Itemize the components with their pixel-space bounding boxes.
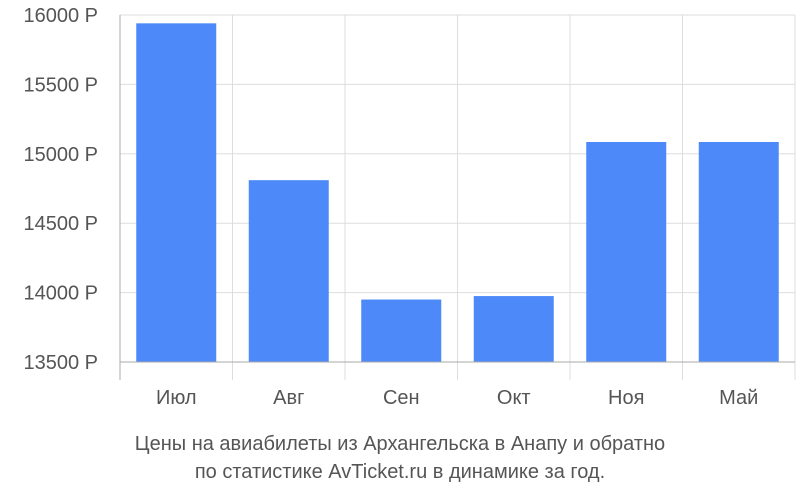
bar-6 (698, 142, 779, 362)
x-tick-label: Сен (383, 387, 420, 409)
chart-title-line-2: по статистике AvTicket.ru в динамике за … (194, 461, 606, 483)
chart-title-line-1: Цены на авиабилеты из Архангельска в Ана… (134, 433, 666, 455)
y-tick-label: 13500 Р (23, 352, 98, 374)
y-tick-label: 16000 Р (23, 5, 98, 27)
bars (136, 23, 779, 362)
chart-caption: Цены на авиабилеты из Архангельска в Ана… (0, 430, 800, 486)
x-tick-label: Ноя (608, 387, 644, 409)
grid-lines (120, 14, 796, 380)
y-tick-label: 15000 Р (23, 144, 98, 166)
bar-5 (586, 142, 667, 362)
bar-4 (473, 296, 554, 362)
y-tick-label: 14500 Р (23, 213, 98, 235)
bar-1 (136, 23, 217, 362)
x-tick-label: Окт (497, 387, 531, 409)
axes (119, 15, 795, 380)
bar-chart: 13500 Р 14000 Р 14500 Р 15000 Р 15500 Р 16000… (23, 5, 796, 409)
y-tick-label: 14000 Р (23, 283, 98, 305)
y-tick-label: 15500 Р (23, 74, 98, 96)
bar-2 (248, 180, 329, 362)
x-tick-label: Май (719, 387, 758, 409)
axis-labels: 13500 Р 14000 Р 14500 Р 15000 Р 15500 Р 16000… (23, 5, 758, 409)
bar-3 (361, 299, 442, 362)
x-tick-label: Авг (273, 387, 304, 409)
x-tick-label: Июл (156, 387, 197, 409)
